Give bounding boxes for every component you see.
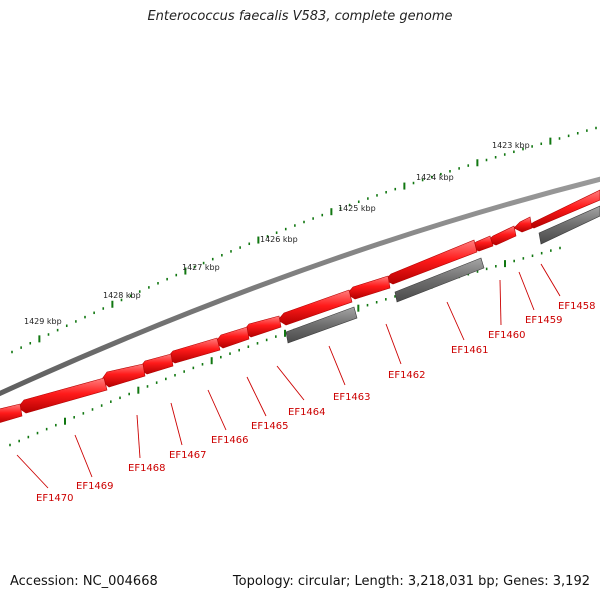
rna-feature <box>538 205 600 245</box>
scale-label: 1426 kbp <box>260 235 298 244</box>
gene-label-leaders <box>16 263 561 489</box>
outer-scale-ticks <box>11 126 597 354</box>
scale-label: 1427 kbp <box>182 263 220 272</box>
rna-feature <box>285 306 358 344</box>
gene-feature <box>100 363 146 388</box>
gene-label[interactable]: EF1466 <box>211 435 249 446</box>
gene-label[interactable]: EF1458 <box>558 301 596 312</box>
gene-feature <box>17 377 108 414</box>
gene-label[interactable]: EF1469 <box>76 481 114 492</box>
label-leader-line <box>136 414 141 459</box>
gene-label[interactable]: EF1465 <box>251 421 289 432</box>
label-leader-line <box>207 389 227 431</box>
gene-label[interactable]: EF1464 <box>288 407 326 418</box>
label-leader-line <box>276 365 305 401</box>
scale-label: 1423 kbp <box>492 141 530 150</box>
gene-feature <box>277 289 353 326</box>
accession-text: Accession: NC_004668 <box>10 574 158 589</box>
label-leader-line <box>74 434 93 478</box>
gene-feature <box>0 403 23 423</box>
gene-feature <box>242 315 282 338</box>
gene-label[interactable]: EF1459 <box>525 315 563 326</box>
genome-summary-text: Topology: circular; Length: 3,218,031 bp… <box>232 574 590 589</box>
gene-features <box>0 189 600 423</box>
label-leader-line <box>446 301 465 341</box>
gene-label[interactable]: EF1461 <box>451 345 489 356</box>
label-leader-line <box>246 376 267 417</box>
gene-feature <box>384 239 478 285</box>
gene-label[interactable]: EF1467 <box>169 450 207 461</box>
label-leader-line <box>518 271 535 311</box>
gene-labels: EF1458 EF1459 EF1460 EF1461 EF1462 EF1463 EF14… <box>36 301 596 504</box>
label-leader-line <box>328 345 346 386</box>
scale-label: 1425 kbp <box>338 204 376 213</box>
gene-label[interactable]: EF1468 <box>128 463 166 474</box>
label-leader-line <box>385 323 402 365</box>
gene-feature <box>214 326 250 349</box>
scale-labels: 1423 kbp 1424 kbp 1425 kbp 1426 kbp 1427 kbp… <box>24 141 530 326</box>
gene-label[interactable]: EF1463 <box>333 392 371 403</box>
gene-label[interactable]: EF1460 <box>488 330 526 341</box>
label-leader-line <box>170 402 183 446</box>
scale-label: 1424 kbp <box>416 173 454 182</box>
scale-label: 1428 kbp <box>103 291 141 300</box>
label-leader-line <box>499 279 502 326</box>
scale-label: 1429 kbp <box>24 317 62 326</box>
gene-label[interactable]: EF1470 <box>36 493 74 504</box>
rna-feature <box>394 257 485 303</box>
gene-feature <box>346 275 391 300</box>
gene-label[interactable]: EF1462 <box>388 370 426 381</box>
genome-backbone <box>0 176 600 397</box>
map-title: Enterococcus faecalis V583, complete gen… <box>147 9 453 24</box>
label-leader-line <box>540 263 561 297</box>
label-leader-line <box>16 454 49 489</box>
gene-feature <box>513 216 533 233</box>
